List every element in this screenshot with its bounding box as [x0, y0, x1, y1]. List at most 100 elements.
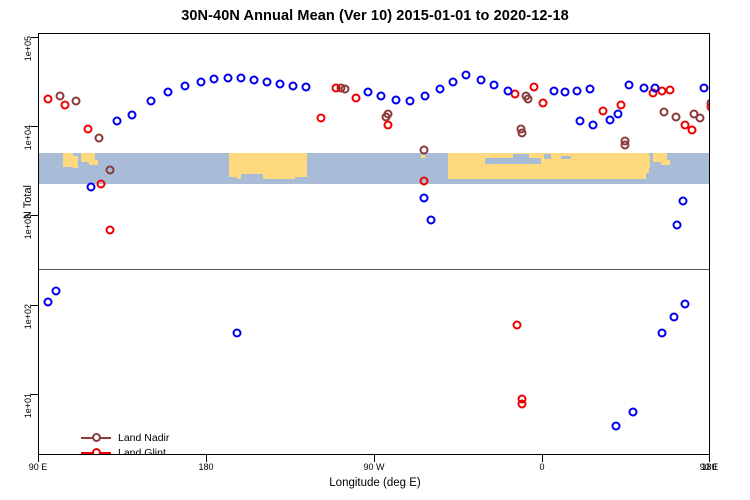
data-point [376, 91, 386, 101]
data-point [60, 100, 70, 110]
landmass-japan-lower-right [661, 160, 670, 165]
data-point [51, 286, 61, 296]
y-tick-mark [31, 394, 38, 395]
data-point [613, 109, 623, 119]
data-point [146, 96, 156, 106]
data-point [461, 70, 471, 80]
landmass-japan-right [653, 153, 667, 162]
data-point [585, 84, 595, 94]
x-tick-label: 90 E [699, 462, 719, 472]
data-point [405, 96, 415, 106]
y-tick-mark [31, 215, 38, 217]
data-point [43, 297, 53, 307]
data-point [671, 112, 681, 122]
data-point [575, 116, 585, 126]
data-point [180, 81, 190, 91]
data-point [262, 77, 272, 87]
data-point [699, 83, 709, 93]
data-point [680, 120, 690, 130]
data-point [503, 86, 513, 96]
data-point [86, 182, 96, 192]
legend-swatch-land-glint [81, 447, 111, 454]
landmass-korea-left [73, 156, 78, 168]
sea-caspian [544, 154, 551, 159]
data-point [105, 225, 115, 235]
data-point [624, 80, 634, 90]
data-point [419, 176, 429, 186]
legend-marker-land-glint [91, 447, 101, 454]
data-point [127, 110, 137, 120]
data-point [672, 220, 682, 230]
data-point [43, 94, 53, 104]
x-tick-label: 90 E [28, 462, 48, 472]
data-point [616, 100, 626, 110]
y-tick-label: 1e+03 [23, 214, 33, 240]
data-point [209, 74, 219, 84]
data-point [639, 83, 649, 93]
data-point [605, 115, 615, 125]
data-point [695, 113, 705, 123]
data-point [572, 86, 582, 96]
data-point [489, 80, 499, 90]
data-point [659, 107, 669, 117]
data-point [529, 82, 539, 92]
data-point [588, 120, 598, 130]
data-point [383, 120, 393, 130]
y-tick-label: 1e+05 [23, 35, 33, 61]
y-tick-label: 1e+02 [23, 303, 33, 329]
data-point [301, 82, 311, 92]
data-point [611, 421, 621, 431]
landmass-atlantic-island [421, 155, 425, 158]
data-point [435, 84, 445, 94]
chart-title: 30N-40N Annual Mean (Ver 10) 2015-01-01 … [181, 8, 569, 24]
data-point [598, 106, 608, 116]
data-point [249, 75, 259, 85]
data-point [510, 89, 520, 99]
data-point [560, 87, 570, 97]
map-band-overlay [39, 153, 709, 184]
data-point [112, 116, 122, 126]
data-point [288, 81, 298, 91]
x-tick-mark [542, 455, 543, 462]
sea-gulf-of-mexico [241, 174, 263, 180]
plot-area: Land Nadir Land Glint Ocean Glint [38, 33, 710, 455]
landmass-korea-right [645, 156, 650, 168]
data-point [419, 193, 429, 203]
x-tick-label: 0 [539, 462, 545, 472]
y-tick-label: 1e+04 [23, 124, 33, 151]
x-tick-label: 90 W [363, 462, 385, 472]
data-point [391, 95, 401, 105]
data-point [275, 79, 285, 89]
data-point [706, 102, 709, 112]
x-tick-label: 180 [198, 462, 214, 472]
data-point [680, 299, 690, 309]
landmass-north-america-taper [237, 172, 295, 179]
data-point [83, 124, 93, 134]
data-point [363, 87, 373, 97]
data-point [678, 196, 688, 205]
data-point [426, 215, 436, 225]
legend-swatch-land-nadir [81, 432, 111, 444]
sea-black-sea [513, 154, 529, 158]
legend-item-land-nadir: Land Nadir [81, 430, 173, 445]
landmass-east-asia-coast-left [63, 153, 73, 167]
data-point [448, 77, 458, 87]
data-point [517, 399, 527, 409]
data-point [223, 73, 233, 83]
y-tick-mark [31, 125, 38, 127]
legend-label-land-nadir: Land Nadir [118, 431, 170, 444]
data-point [419, 145, 429, 155]
data-point [105, 165, 115, 175]
data-point [650, 83, 660, 93]
data-point [163, 87, 173, 97]
x-axis-label: Longitude (deg E) [329, 477, 421, 489]
data-point [657, 328, 667, 338]
x-tick-mark [206, 455, 207, 462]
y-tick-label: 1e+01 [23, 393, 33, 419]
data-point [538, 98, 548, 108]
data-point [476, 75, 486, 85]
data-point [381, 112, 391, 122]
landmass-china-east [631, 153, 649, 173]
data-point [420, 91, 430, 101]
